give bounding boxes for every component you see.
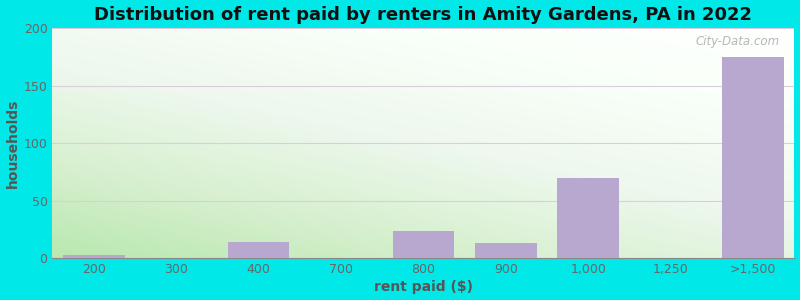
Bar xyxy=(393,231,454,258)
X-axis label: rent paid ($): rent paid ($) xyxy=(374,280,473,294)
Bar xyxy=(62,255,125,258)
Bar xyxy=(228,242,290,258)
Bar xyxy=(475,243,537,258)
Text: City-Data.com: City-Data.com xyxy=(695,35,780,48)
Bar xyxy=(558,178,619,258)
Y-axis label: households: households xyxy=(6,98,19,188)
Title: Distribution of rent paid by renters in Amity Gardens, PA in 2022: Distribution of rent paid by renters in … xyxy=(94,6,753,24)
Bar xyxy=(722,57,784,258)
